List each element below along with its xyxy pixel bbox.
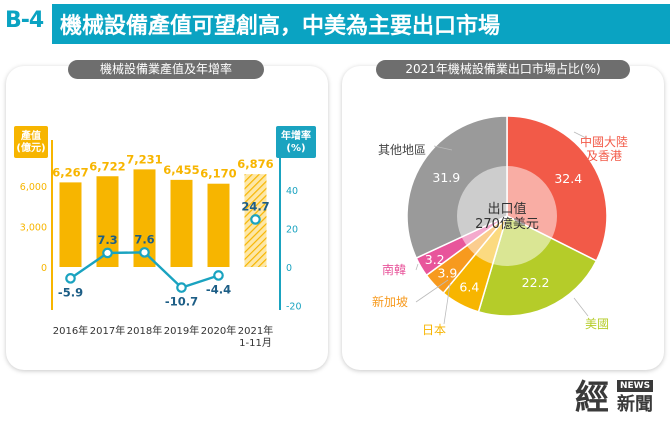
pie-leader-line [415, 279, 449, 303]
pie-value-label: 3.2 [425, 252, 445, 267]
pie-leader-line [573, 297, 589, 317]
right-axis-title-box [276, 126, 316, 158]
right-tick-label: -20 [286, 302, 302, 313]
growth-point-4 [213, 270, 224, 281]
bar-chart-panel: 機械設備業產值及年增率 產值(億元) 年增率(%) 0 3,000 6,000 -20 0 2… [6, 60, 328, 370]
pie-center-circle [457, 166, 557, 266]
bar-1 [96, 176, 119, 267]
pie-leader-line [573, 131, 587, 139]
bar-value-label: 6,876 [237, 157, 273, 171]
growth-value-label: 24.7 [241, 199, 269, 213]
bar-value-label: 6,722 [89, 159, 125, 173]
pie-category-label: 新加坡 [372, 294, 408, 309]
left-tick-label: 6,000 [20, 182, 47, 193]
pie-leader-line [415, 263, 419, 271]
category-label: 2021年 1-11月 [238, 324, 273, 349]
growth-value-label: -10.7 [165, 295, 198, 309]
logo-news-tag: NEWS [617, 380, 654, 392]
bar-line-chart: 產值(億元) 年增率(%) 0 3,000 6,000 -20 0 20 40 6,267 6,72… [14, 126, 316, 349]
growth-point-5 [250, 214, 261, 225]
brand-logo: 經 NEWS 新聞 [575, 378, 665, 422]
left-axis-title-box [14, 126, 48, 158]
bar-value-label: 6,170 [200, 167, 236, 181]
logo-sub-text: 新聞 [617, 394, 653, 415]
pie-category-label: 日本 [422, 323, 446, 337]
pie-value-label: 6.4 [459, 280, 479, 295]
title-bar [52, 4, 670, 44]
growth-point-3 [176, 282, 187, 293]
category-label: 2020年 [201, 324, 236, 337]
pie-chart-panel: 2021年機械設備業出口市場占比(%) 出口值 270億美元 32.4 22.2 6.4… [342, 60, 664, 370]
growth-point-0 [65, 273, 76, 284]
pie-center-label: 出口值 270億美元 [475, 201, 539, 232]
category-label: 2019年 [164, 324, 199, 337]
category-label: 2016年 [53, 324, 88, 337]
pie-value-label: 3.9 [437, 265, 457, 280]
right-axis-title: 年增率(%) [281, 129, 311, 154]
logo-main-char: 經 [575, 378, 609, 418]
header: B-4 機械設備產值可望創高，中美為主要出口市場 [0, 0, 670, 46]
pie-chart-title: 2021年機械設備業出口市場占比(%) [376, 60, 630, 79]
bar-4 [207, 183, 230, 267]
bar-chart-title: 機械設備業產值及年增率 [68, 60, 264, 79]
section-code: B-4 [5, 8, 44, 33]
growth-value-label: -4.4 [206, 282, 231, 296]
bar-0 [59, 182, 82, 267]
pie-category-label: 中國大陸及香港 [580, 134, 628, 163]
left-tick-label: 0 [41, 263, 47, 274]
pie-category-label: 美國 [585, 317, 609, 331]
growth-value-label: 7.6 [134, 232, 154, 246]
right-tick-label: 20 [286, 225, 298, 236]
category-label: 2017年 [90, 324, 125, 337]
pie-category-label: 其他地區 [378, 143, 426, 157]
left-axis-title: 產值(億元) [16, 129, 45, 154]
growth-value-label: -5.9 [58, 285, 83, 299]
bar-3 [170, 179, 193, 267]
page-title: 機械設備產值可望創高，中美為主要出口市場 [60, 14, 501, 39]
pie-value-label: 22.2 [522, 275, 550, 290]
pie-value-label: 31.9 [432, 170, 460, 185]
pie-value-label: 32.4 [554, 171, 582, 186]
bar-value-label: 7,231 [126, 152, 162, 166]
pie-leader-line [433, 145, 453, 151]
pie-leader-line [443, 283, 451, 325]
growth-value-label: 7.3 [97, 233, 117, 247]
pie-category-label: 南韓 [382, 262, 406, 277]
bar-value-label: 6,267 [52, 165, 88, 179]
category-label: 2018年 [127, 324, 162, 337]
growth-point-2 [139, 247, 150, 258]
bar-2 [133, 169, 156, 267]
growth-point-1 [102, 247, 113, 259]
bar-value-label: 6,455 [163, 163, 199, 177]
right-tick-label: 0 [286, 263, 292, 274]
left-tick-label: 3,000 [20, 223, 47, 234]
right-tick-label: 40 [286, 186, 298, 197]
section-badge: B-4 [0, 0, 48, 46]
